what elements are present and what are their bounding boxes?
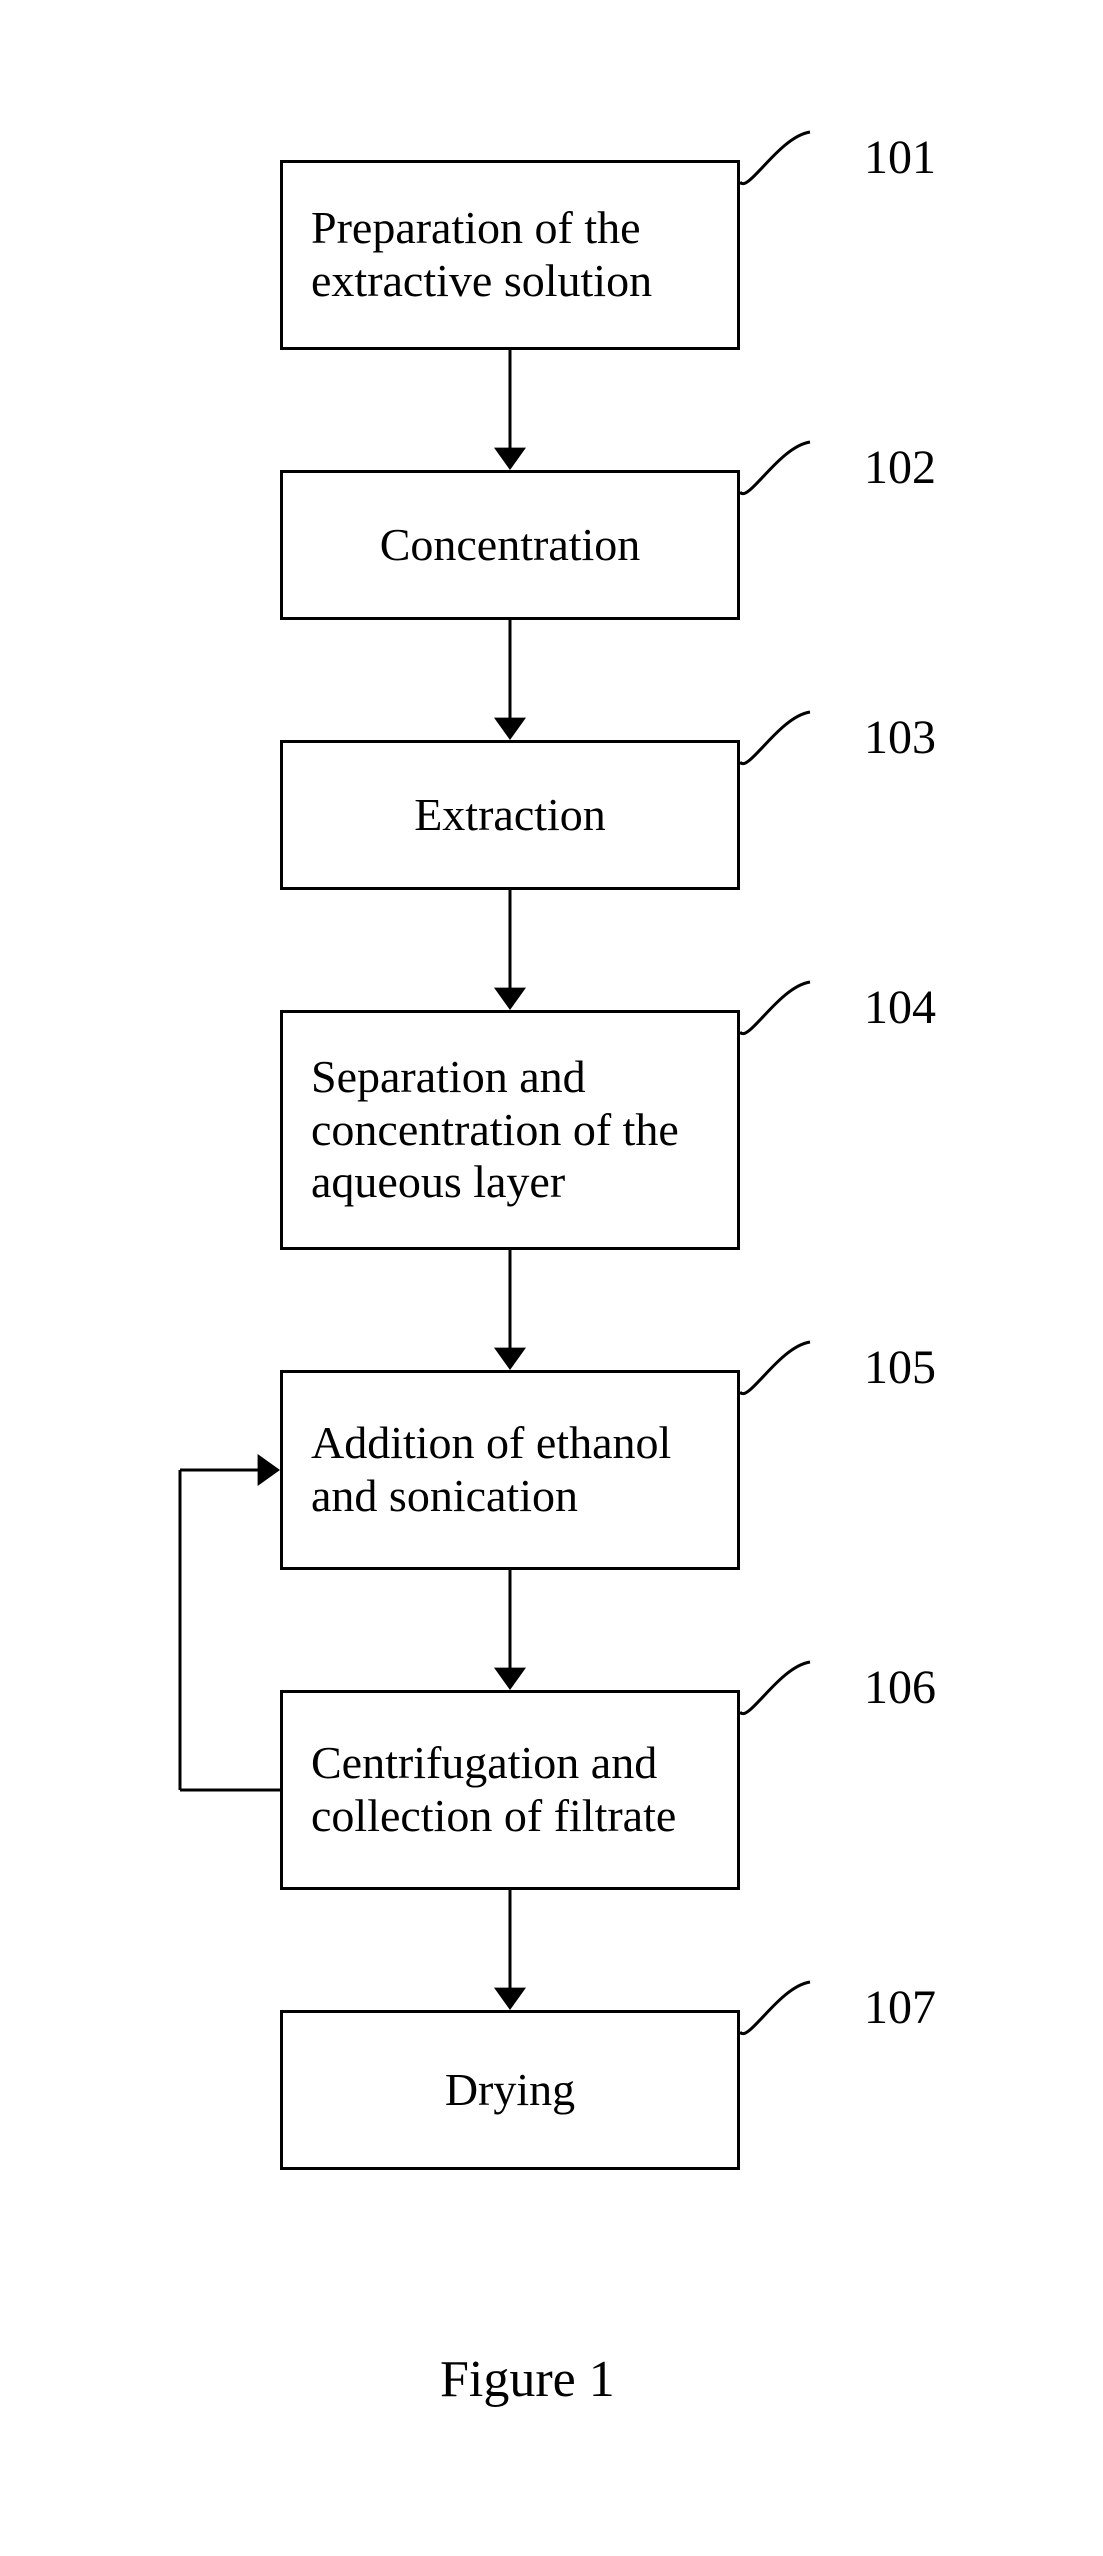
flowchart-node: Drying: [280, 2010, 740, 2170]
flowchart-node-text: Extraction: [414, 789, 606, 842]
flowchart-node-text: Preparation of the extractive solution: [311, 202, 709, 308]
flowchart-node-text: Drying: [445, 2064, 575, 2117]
flowchart-node: Preparation of the extractive solution: [280, 160, 740, 350]
flowchart-node: Concentration: [280, 470, 740, 620]
flowchart-node-text: Concentration: [380, 519, 641, 572]
flowchart-arrows: [0, 0, 1103, 2556]
flowchart-node-text: Centrifugation and collection of filtrat…: [311, 1737, 709, 1843]
flowchart-node: Extraction: [280, 740, 740, 890]
flowchart-node-text: Addition of ethanol and sonication: [311, 1417, 709, 1523]
flowchart-node-label: 101: [864, 130, 936, 185]
flowchart-node: Separation and concentration of the aque…: [280, 1010, 740, 1250]
flowchart-node-text: Separation and concentration of the aque…: [311, 1051, 709, 1210]
flowchart-node-label: 104: [864, 980, 936, 1035]
figure-caption: Figure 1: [440, 2350, 615, 2409]
flowchart-canvas: Figure 1 Preparation of the extractive s…: [0, 0, 1103, 2556]
flowchart-node: Addition of ethanol and sonication: [280, 1370, 740, 1570]
flowchart-node-label: 103: [864, 710, 936, 765]
flowchart-node-label: 105: [864, 1340, 936, 1395]
flowchart-node-label: 102: [864, 440, 936, 495]
flowchart-node-label: 107: [864, 1980, 936, 2035]
flowchart-node: Centrifugation and collection of filtrat…: [280, 1690, 740, 1890]
flowchart-node-label: 106: [864, 1660, 936, 1715]
